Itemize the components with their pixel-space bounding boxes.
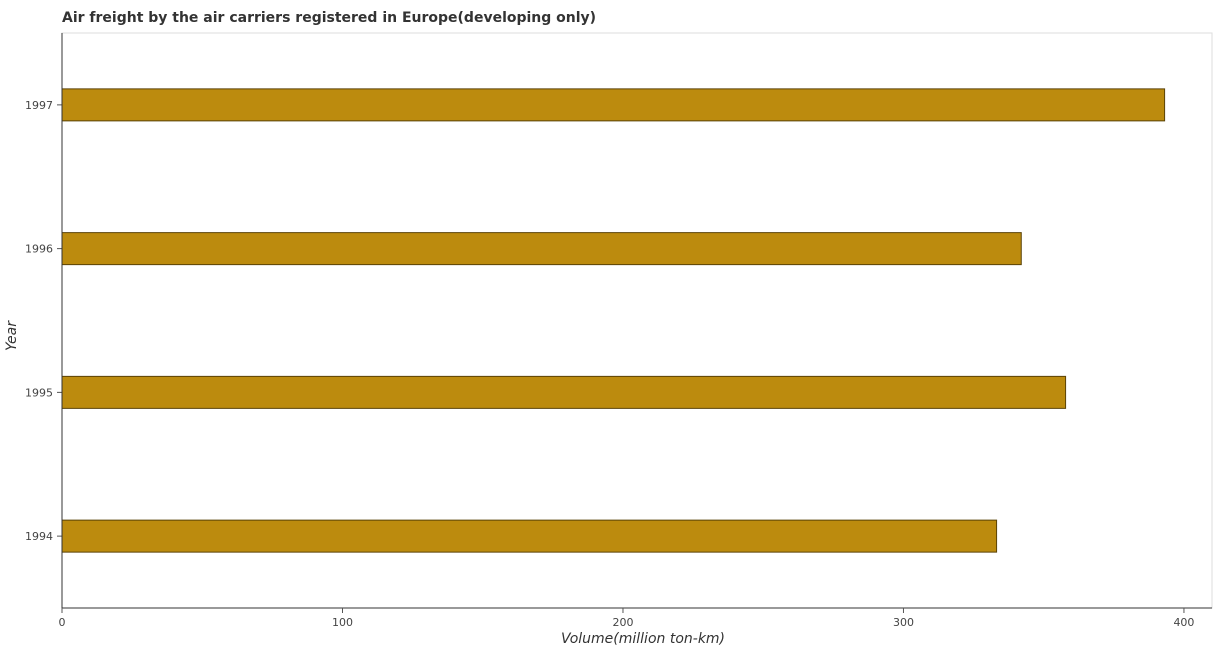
bar-1996 — [61, 232, 1022, 266]
y-tick-label-1995: 1995 — [25, 386, 53, 399]
bars-group — [61, 88, 1166, 553]
y-tick-label-1994: 1994 — [25, 530, 53, 543]
bar-1997 — [61, 88, 1166, 122]
bar-1995 — [61, 375, 1067, 409]
x-tick-label-100: 100 — [332, 616, 353, 629]
chart-title: Air freight by the air carriers register… — [62, 10, 597, 26]
bar-1994 — [61, 519, 998, 553]
y-tick-label-1996: 1996 — [25, 243, 53, 256]
y-tick-label-1997: 1997 — [25, 99, 53, 112]
x-axis: 0 100 200 300 400 — [59, 607, 1212, 629]
x-tick-label-300: 300 — [893, 616, 914, 629]
x-tick-label-0: 0 — [59, 616, 66, 629]
y-axis: 1994 1995 1996 1997 — [25, 33, 63, 608]
x-tick-label-200: 200 — [612, 616, 633, 629]
x-axis-label: Volume(million ton-km) — [561, 631, 725, 647]
x-tick-label-400: 400 — [1173, 616, 1194, 629]
y-axis-label: Year — [4, 320, 20, 351]
